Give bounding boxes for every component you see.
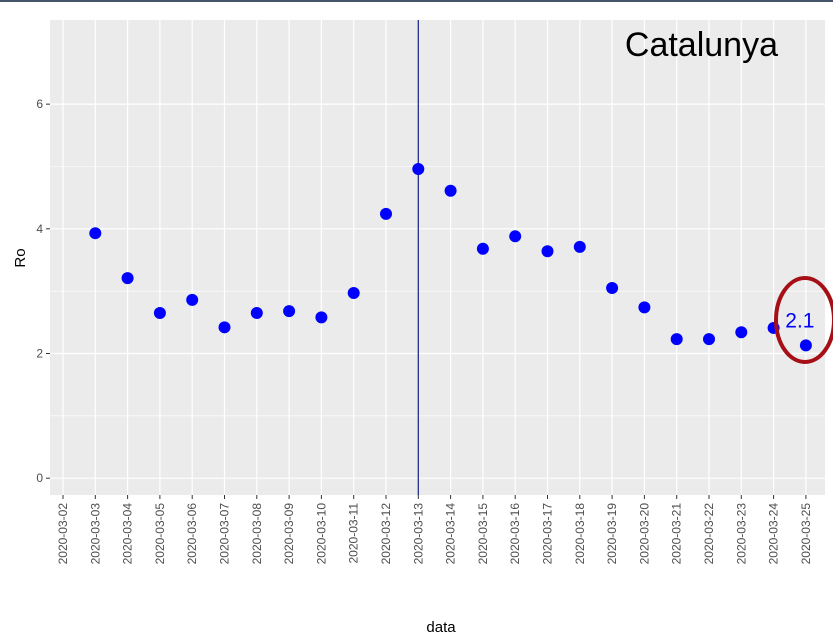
- point: [799, 339, 812, 352]
- x-tick-label: 2020-03-15: [476, 503, 490, 565]
- x-tick-label: 2020-03-07: [218, 503, 232, 565]
- x-axis-title: data: [426, 619, 456, 636]
- point: [380, 207, 392, 220]
- x-tick-label: 2020-03-14: [444, 503, 458, 565]
- point: [638, 301, 651, 314]
- point: [153, 306, 166, 319]
- point: [703, 333, 715, 346]
- x-tick-label: 2020-03-16: [508, 503, 522, 565]
- x-tick-label: 2020-03-21: [670, 503, 684, 565]
- x-tick-label: 2020-03-22: [702, 503, 716, 565]
- point: [283, 305, 296, 318]
- point: [670, 333, 683, 346]
- point: [218, 321, 231, 334]
- x-tick-label: 2020-03-18: [573, 503, 587, 565]
- point: [606, 282, 619, 295]
- x-tick-label: 2020-03-04: [121, 503, 135, 565]
- y-tick-label: 2: [36, 346, 43, 360]
- x-tick-label: 2020-03-24: [767, 503, 781, 565]
- x-tick-label: 2020-03-06: [185, 503, 199, 565]
- x-tick-label: 2020-03-05: [153, 503, 167, 565]
- annotation: 2.1: [785, 309, 814, 332]
- point: [735, 326, 748, 339]
- point: [89, 227, 102, 240]
- chart-title: Catalunya: [625, 26, 778, 64]
- x-tick-label: 2020-03-20: [637, 503, 651, 565]
- marks: [89, 20, 812, 495]
- point: [412, 162, 425, 175]
- y-tick-label: 6: [36, 97, 43, 111]
- x-tick-label: 2020-03-11: [347, 503, 361, 564]
- point: [250, 306, 263, 319]
- point: [541, 245, 554, 258]
- x-tick-label: 2020-03-19: [605, 503, 619, 565]
- point: [509, 230, 522, 243]
- x-tick-label: 2020-03-25: [799, 503, 813, 565]
- x-tick-label: 2020-03-12: [379, 503, 393, 565]
- y-tick-label: 0: [36, 471, 43, 485]
- point: [121, 272, 134, 285]
- point: [476, 242, 489, 255]
- x-tick-label: 2020-03-10: [314, 503, 328, 565]
- point: [347, 287, 360, 300]
- x-tick-label: 2020-03-08: [250, 503, 264, 565]
- x-tick-label: 2020-03-09: [282, 503, 296, 565]
- x-tick-label: 2020-03-17: [541, 503, 555, 565]
- x-tick-label: 2020-03-23: [734, 503, 748, 565]
- point: [315, 311, 328, 324]
- point: [186, 293, 199, 306]
- x-tick-label: 2020-03-02: [56, 503, 70, 565]
- y-tick-label: 4: [36, 222, 43, 236]
- point: [444, 184, 457, 197]
- highlight-circle: [774, 276, 833, 364]
- point: [573, 240, 586, 253]
- x-tick-label: 2020-03-13: [411, 503, 425, 565]
- y-axis-title: Ro: [12, 248, 29, 267]
- x-tick-label: 2020-03-03: [88, 503, 102, 565]
